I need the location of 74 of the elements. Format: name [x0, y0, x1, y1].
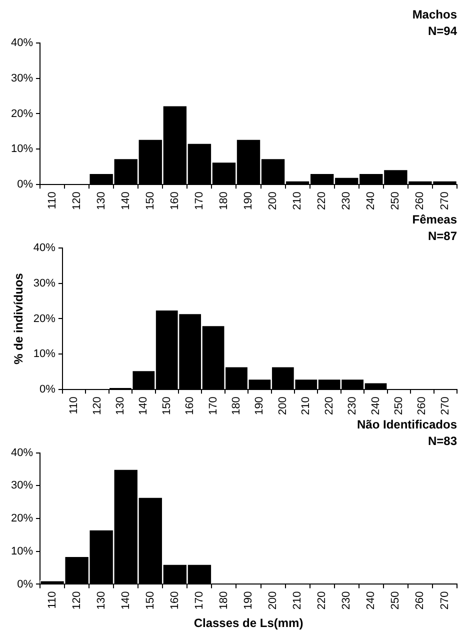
x-tick-label: 220 [316, 591, 328, 610]
x-tick-label: 240 [370, 396, 382, 416]
chart-title: Machos [412, 8, 458, 22]
x-tick-label: 190 [254, 396, 266, 416]
x-tick-label: 220 [323, 396, 336, 416]
x-tick-label: 230 [340, 591, 353, 610]
x-tick-label: 130 [95, 192, 108, 210]
x-tick-label: 170 [193, 192, 206, 210]
chart-subtitle: N=83 [428, 434, 458, 448]
x-tick-label: 180 [218, 591, 230, 610]
x-tick-label: 250 [390, 192, 402, 210]
x-tick-label: 200 [267, 591, 280, 610]
y-tick-label: 40% [33, 242, 56, 254]
x-tick-label: 130 [95, 591, 108, 610]
x-tick-label: 170 [193, 591, 206, 610]
x-tick-label: 190 [242, 591, 255, 610]
x-tick-label: 240 [365, 591, 378, 610]
y-tick-label: 30% [10, 480, 34, 492]
y-tick-label: 20% [10, 108, 34, 120]
x-tick-label: 160 [168, 192, 181, 210]
x-tick-label: 150 [160, 396, 173, 416]
x-tick-label: 210 [292, 192, 304, 210]
y-tick-label: 0% [17, 578, 34, 590]
x-tick-label: 270 [439, 396, 452, 416]
x-tick-label: 110 [68, 396, 80, 414]
x-tick-label: 210 [300, 396, 312, 416]
x-tick-label: 180 [230, 396, 243, 416]
x-tick-label: 190 [242, 192, 255, 210]
x-tick-label: 250 [393, 396, 406, 416]
chart-title: Fêmeas [412, 212, 458, 227]
x-tick-label: 230 [340, 192, 353, 210]
chart-title: Não Identificados [356, 418, 458, 432]
x-tick-label: 250 [390, 591, 402, 610]
chart-subtitle: N=87 [428, 228, 458, 243]
y-tick-label: 30% [10, 72, 34, 84]
x-tick-label: 160 [168, 591, 181, 610]
y-tick-label: 0% [17, 178, 34, 191]
x-tick-label: 260 [416, 396, 428, 416]
x-tick-label: 140 [120, 591, 132, 610]
x-tick-label: 180 [218, 192, 230, 210]
y-tick-label: 0% [40, 384, 56, 396]
y-tick-label: 20% [10, 512, 34, 525]
x-tick-label: 140 [120, 192, 132, 210]
x-tick-label: 130 [114, 396, 126, 416]
x-tick-label: 120 [91, 396, 104, 416]
x-tick-label: 200 [276, 396, 289, 416]
x-tick-label: 240 [365, 192, 378, 210]
x-tick-label: 140 [138, 396, 150, 416]
x-tick-label: 110 [46, 591, 58, 609]
y-tick-label: 10% [10, 143, 34, 156]
x-tick-label: 260 [414, 192, 426, 210]
x-tick-label: 150 [144, 192, 156, 210]
chart-subtitle: N=94 [428, 24, 458, 38]
y-tick-label: 10% [10, 545, 34, 558]
x-tick-label: 170 [207, 396, 220, 416]
x-tick-label: 260 [414, 591, 426, 610]
y-tick-label: 40% [10, 446, 34, 459]
y-axis-title: % de indivíduos [12, 272, 26, 364]
x-tick-label: 160 [184, 396, 196, 416]
x-tick-label: 210 [292, 591, 304, 610]
x-tick-label: 150 [144, 591, 156, 610]
x-tick-label: 270 [438, 591, 451, 610]
y-tick-label: 30% [33, 277, 56, 290]
x-axis-title: Classes de Ls(mm) [194, 616, 304, 630]
y-tick-label: 40% [10, 36, 34, 49]
x-tick-label: 270 [438, 192, 451, 210]
x-tick-label: 200 [267, 192, 280, 210]
x-tick-label: 120 [70, 192, 83, 210]
x-tick-label: 110 [46, 192, 58, 210]
x-tick-label: 220 [316, 192, 328, 210]
y-tick-label: 10% [33, 348, 56, 360]
y-tick-label: 20% [33, 312, 56, 325]
x-tick-label: 230 [346, 396, 359, 416]
x-tick-label: 120 [70, 591, 83, 610]
